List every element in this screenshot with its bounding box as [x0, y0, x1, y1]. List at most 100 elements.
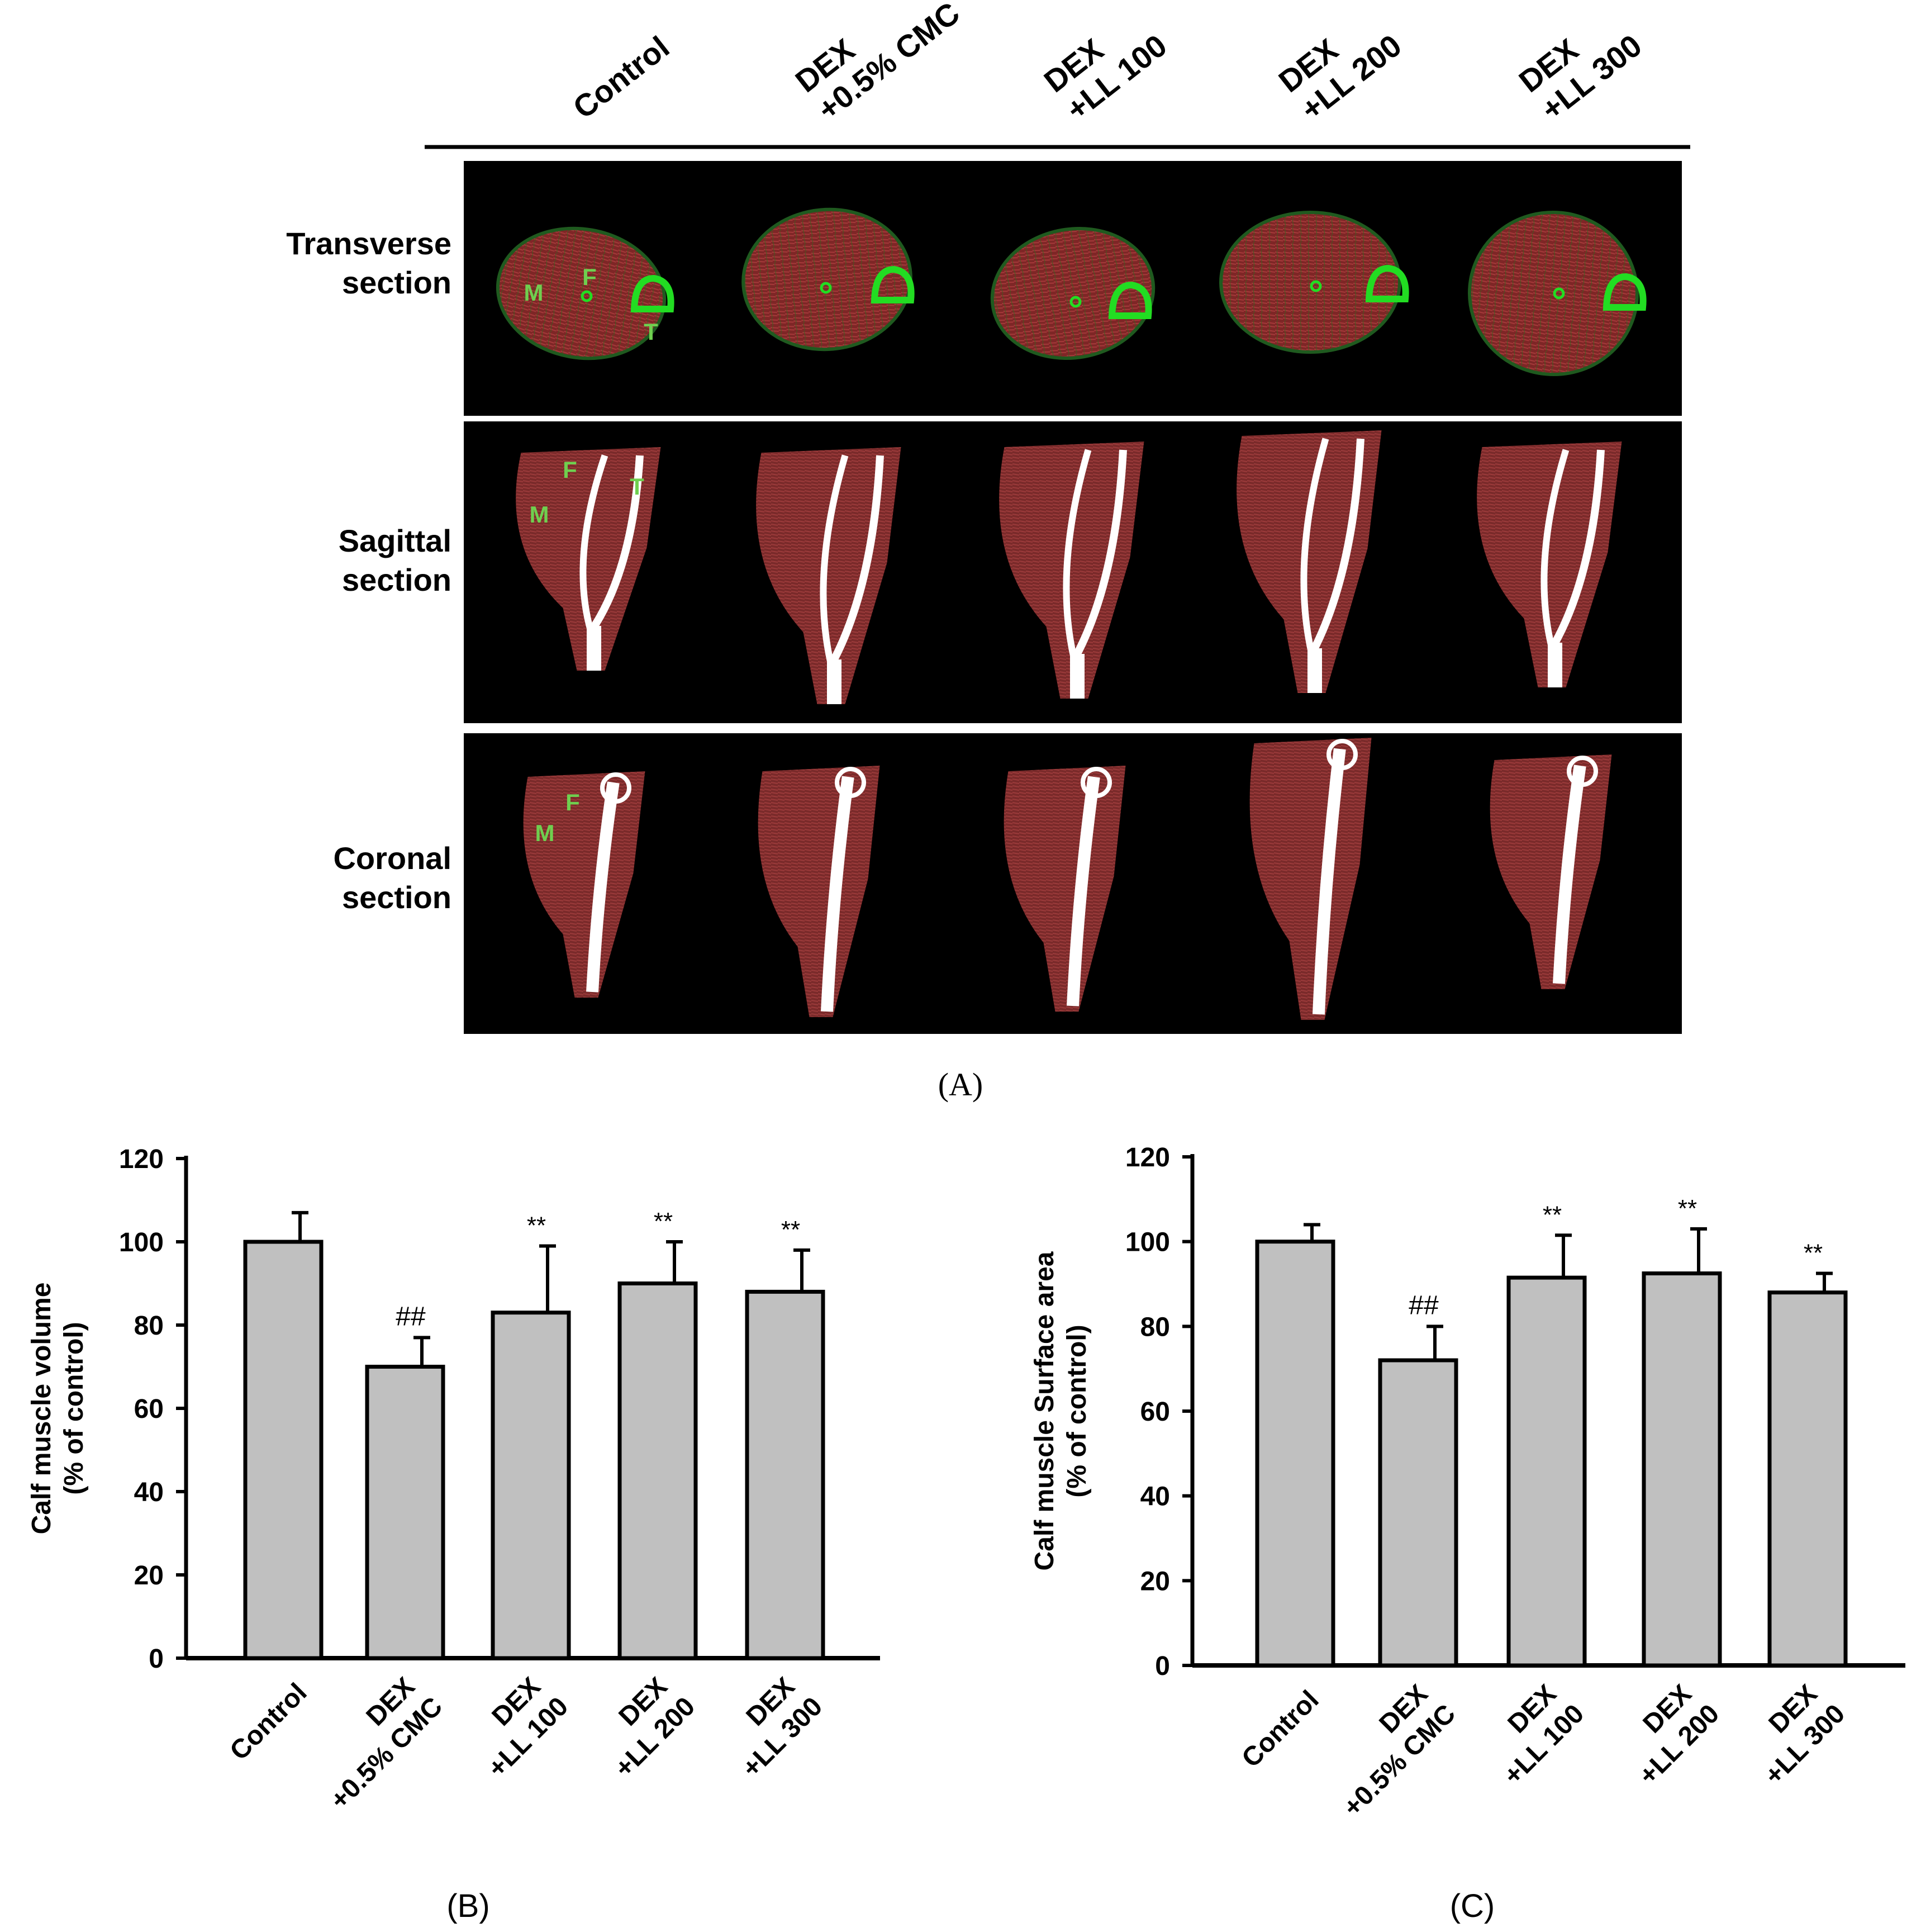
group-header: DEX+LL 300 [1513, 0, 1648, 127]
bar [365, 1365, 445, 1660]
transverse-section-image [990, 226, 1156, 360]
x-tick-label-text: DEX+LL 100 [459, 1668, 574, 1783]
x-tick-label: DEX+LL 100 [459, 1668, 574, 1783]
y-tick-label: 100 [1125, 1228, 1170, 1257]
chart-c: 0 20 40 60 80 100 120 Calf muscle Surface area(… [1030, 1143, 1905, 1924]
x-tick-label-text: DEX+LL 200 [586, 1668, 701, 1783]
x-tick-label-text: DEX+0.5% CMC [1314, 1675, 1461, 1822]
y-tick-label: 60 [134, 1394, 164, 1424]
tissue-label: F [582, 264, 597, 290]
x-tick-label-text: Control [224, 1678, 312, 1766]
sagittal-section-image [1477, 442, 1622, 687]
sagittal-section-image [756, 447, 901, 704]
group-header: DEX+LL 200 [1272, 0, 1408, 127]
group-header-text: DEX+LL 200 [1272, 0, 1408, 127]
x-tick-label: Control [1236, 1685, 1324, 1773]
coronal-section-image [1004, 766, 1126, 1012]
sagittal-section-image [999, 442, 1144, 699]
bar [1378, 1358, 1458, 1668]
y-tick-label: 60 [1140, 1397, 1170, 1427]
significance-label: ** [1678, 1195, 1697, 1222]
panel-a-label: (A) [938, 1066, 983, 1103]
y-tick-label: 100 [119, 1228, 164, 1257]
coronal-section-image [523, 771, 645, 998]
tissue-label: F [563, 457, 577, 483]
bar [745, 1289, 825, 1660]
y-tick-label: 120 [1125, 1143, 1170, 1173]
y-tick-label: 80 [134, 1311, 164, 1341]
significance-label: ** [1804, 1240, 1823, 1267]
significance-label: ** [1543, 1201, 1562, 1228]
x-tick-label: DEX+LL 300 [1735, 1675, 1851, 1791]
row-label: Coronal section [333, 841, 451, 915]
coronal-section-image [758, 766, 880, 1017]
y-tick-label: 0 [149, 1644, 164, 1674]
x-tick-label-text: Control [1236, 1685, 1324, 1773]
x-tick-label-text: DEX+0.5% CMC [301, 1668, 448, 1815]
bar [1255, 1240, 1335, 1668]
panel-label: (C) [1450, 1888, 1495, 1924]
row-labels: Transverse section Sagittal section Coronal s… [286, 226, 451, 915]
y-axis-label-text: Calf muscle Surface area (% of control) [1030, 1251, 1092, 1570]
y-axis-label: Calf muscle volume (% of control) [27, 1283, 89, 1535]
significance-label: ## [1409, 1290, 1439, 1320]
x-tick-label: DEX+LL 100 [1475, 1675, 1590, 1791]
y-tick-label: 80 [1140, 1312, 1170, 1342]
row-label: Sagittal section [339, 523, 451, 597]
row-label: Transverse section [286, 226, 451, 300]
group-header: Control [567, 29, 676, 125]
tissue-label: M [535, 820, 555, 846]
transverse-cells [496, 207, 1647, 377]
group-header-text: DEX+LL 100 [1038, 0, 1173, 127]
bar [243, 1240, 324, 1660]
y-tick-label: 40 [134, 1478, 164, 1507]
x-tick-label: DEX+0.5% CMC [301, 1668, 448, 1815]
x-tick-label: DEX+LL 300 [713, 1668, 829, 1783]
x-tick-label-text: DEX+LL 100 [1475, 1675, 1590, 1791]
significance-label: ** [781, 1216, 800, 1243]
x-tick-label: DEX+LL 200 [586, 1668, 701, 1783]
group-header: DEX+LL 100 [1038, 0, 1173, 127]
sagittal-cells [516, 430, 1622, 704]
y-tick-label: 40 [1140, 1482, 1170, 1512]
bar [1767, 1290, 1848, 1668]
group-header-text: Control [567, 29, 676, 125]
chart-b: 0 20 40 60 80 100 120 Calf muscle volume (% of c… [27, 1145, 880, 1924]
coronal-section-image [1249, 738, 1372, 1020]
tissue-label: T [644, 319, 658, 345]
transverse-section-image [741, 207, 915, 352]
significance-label: ** [527, 1212, 546, 1239]
bar [1642, 1271, 1722, 1668]
group-header-text: DEX+0.5% CMC [789, 0, 966, 127]
y-axis-label-text: Calf muscle volume (% of control) [27, 1283, 89, 1535]
coronal-cells [523, 738, 1612, 1020]
bar [491, 1311, 571, 1660]
sagittal-section-image [1237, 430, 1382, 693]
y-tick-label: 120 [119, 1145, 164, 1174]
bar [1506, 1275, 1587, 1668]
x-tick-label-text: DEX+LL 300 [713, 1668, 829, 1783]
x-tick-label: DEX+LL 200 [1610, 1675, 1725, 1791]
tissue-label: F [565, 789, 580, 815]
y-axis-label: Calf muscle Surface area (% of control) [1030, 1251, 1092, 1570]
y-tick-label: 20 [134, 1561, 164, 1591]
tissue-label: M [530, 501, 549, 528]
group-header-text: DEX+LL 300 [1513, 0, 1648, 127]
y-tick-label: 0 [1155, 1651, 1170, 1681]
significance-label: ## [396, 1302, 426, 1331]
panel-a: Control DEX+0.5% CMC DEX+LL 100 DEX+LL 200 D… [286, 0, 1690, 1103]
transverse-section-image [1468, 210, 1647, 377]
panel-label: (B) [446, 1888, 489, 1924]
x-tick-label: DEX+0.5% CMC [1314, 1675, 1461, 1822]
x-tick-label-text: DEX+LL 200 [1610, 1675, 1725, 1791]
coronal-section-image [1490, 754, 1612, 989]
tissue-label: M [524, 279, 544, 306]
x-tick-label-text: DEX+LL 300 [1735, 1675, 1851, 1791]
transverse-section-image [496, 226, 674, 360]
transverse-section-image [1219, 211, 1409, 354]
significance-label: ** [654, 1208, 673, 1235]
y-tick-label: 20 [1140, 1567, 1170, 1596]
tissue-label: T [630, 473, 644, 500]
